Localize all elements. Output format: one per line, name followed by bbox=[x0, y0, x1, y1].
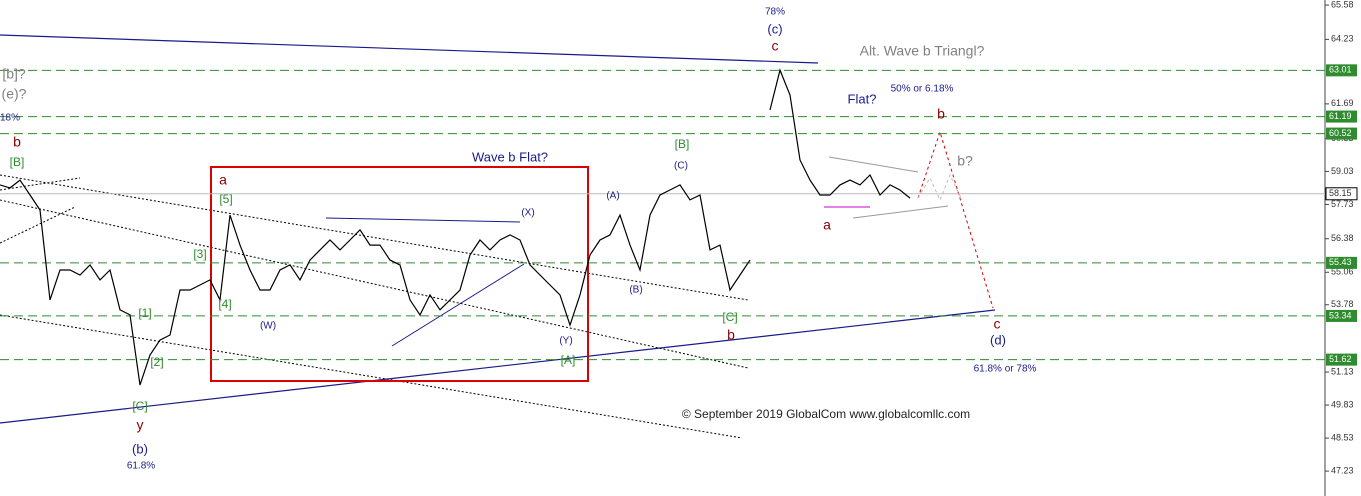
wave-label: 61.8% bbox=[127, 461, 155, 472]
wave-label: (B) bbox=[629, 285, 642, 296]
level-label: 51.62 bbox=[1329, 354, 1352, 364]
level-label: 60.52 bbox=[1329, 128, 1352, 138]
y-tick-label: 59.03 bbox=[1331, 166, 1354, 176]
trend-line bbox=[325, 217, 521, 223]
wave-label: b? bbox=[957, 153, 973, 169]
y-tick-label: 48.53 bbox=[1331, 432, 1354, 442]
wave-label: [5] bbox=[219, 192, 232, 206]
level-box bbox=[1326, 110, 1357, 123]
channel-line bbox=[0, 206, 76, 244]
wave-label: [C] bbox=[722, 310, 737, 324]
level-label: 55.43 bbox=[1329, 257, 1352, 267]
wave-label: (C) bbox=[674, 161, 688, 172]
wave-label: c bbox=[994, 316, 1001, 332]
forecast-path bbox=[917, 130, 994, 309]
wave-label: © September 2019 GlobalCom www.globalcom… bbox=[682, 407, 970, 421]
price-box bbox=[1325, 187, 1358, 201]
wave-label: [B] bbox=[10, 155, 25, 169]
y-tick-label: 53.78 bbox=[1331, 299, 1354, 309]
trend-line bbox=[391, 263, 525, 347]
wave-label: (d) bbox=[990, 332, 1006, 347]
wave-label: (c) bbox=[767, 21, 782, 36]
wave-label: b bbox=[13, 134, 21, 150]
y-tick-label: 56.38 bbox=[1331, 233, 1354, 243]
y-tick-label: 51.13 bbox=[1331, 366, 1354, 376]
wave-label: [1] bbox=[138, 306, 151, 320]
y-tick-label: 61.69 bbox=[1331, 98, 1354, 108]
level-box bbox=[1326, 353, 1357, 366]
wave-label: [2] bbox=[150, 355, 163, 369]
y-tick-label: 65.58 bbox=[1331, 0, 1354, 9]
wave-label: c bbox=[772, 38, 779, 54]
wave-label: 61.8% or 78% bbox=[974, 364, 1037, 375]
level-box bbox=[1326, 256, 1357, 269]
trend-line bbox=[0, 309, 996, 424]
level-box bbox=[1326, 309, 1357, 322]
y-tick-label: 64.23 bbox=[1331, 34, 1354, 44]
channel-line bbox=[0, 177, 81, 191]
highlight-box bbox=[210, 166, 589, 382]
wave-label: b bbox=[727, 327, 735, 343]
wave-label: (e)? bbox=[2, 86, 27, 102]
wave-label: [3] bbox=[193, 247, 206, 261]
level-label: 63.01 bbox=[1329, 65, 1352, 75]
wave-label: [4] bbox=[218, 297, 231, 311]
wave-label: 78% bbox=[765, 7, 785, 18]
wave-label: (W) bbox=[260, 321, 276, 332]
wave-label: 50% or 6.18% bbox=[891, 84, 954, 95]
current-price-label: 58.15 bbox=[1329, 188, 1352, 198]
wave-label: Wave b Flat? bbox=[472, 149, 548, 164]
wave-label: a bbox=[219, 172, 227, 188]
wave-label: [B] bbox=[675, 137, 690, 151]
trend-line bbox=[0, 34, 819, 64]
wave-label: (Y) bbox=[559, 336, 572, 347]
triangle-line bbox=[828, 156, 919, 173]
wave-label: 18% bbox=[0, 113, 20, 124]
level-box bbox=[1326, 64, 1357, 77]
wave-label: (A) bbox=[606, 191, 619, 202]
wave-label: [A] bbox=[561, 353, 576, 367]
wave-label: [C] bbox=[132, 399, 147, 413]
level-label: 53.34 bbox=[1329, 310, 1352, 320]
wave-label: Alt. Wave b Triangl? bbox=[860, 43, 985, 59]
y-tick-label: 47.23 bbox=[1331, 465, 1354, 475]
level-box bbox=[1326, 127, 1357, 140]
y-tick-label: 55.06 bbox=[1331, 267, 1354, 277]
wave-label: y bbox=[137, 417, 144, 433]
y-tick-label: 49.83 bbox=[1331, 399, 1354, 409]
triangle-line bbox=[852, 205, 949, 219]
y-tick-label: 57.73 bbox=[1331, 199, 1354, 209]
price-line bbox=[0, 68, 911, 386]
wave-label: [b]? bbox=[2, 66, 26, 82]
wave-label: b bbox=[937, 106, 945, 122]
level-label: 61.19 bbox=[1329, 111, 1352, 121]
wave-label: a bbox=[823, 217, 831, 233]
channel-line bbox=[0, 314, 743, 439]
wave-label: (b) bbox=[132, 441, 148, 456]
wave-label: Flat? bbox=[848, 91, 877, 106]
wave-label: (X) bbox=[521, 208, 534, 219]
